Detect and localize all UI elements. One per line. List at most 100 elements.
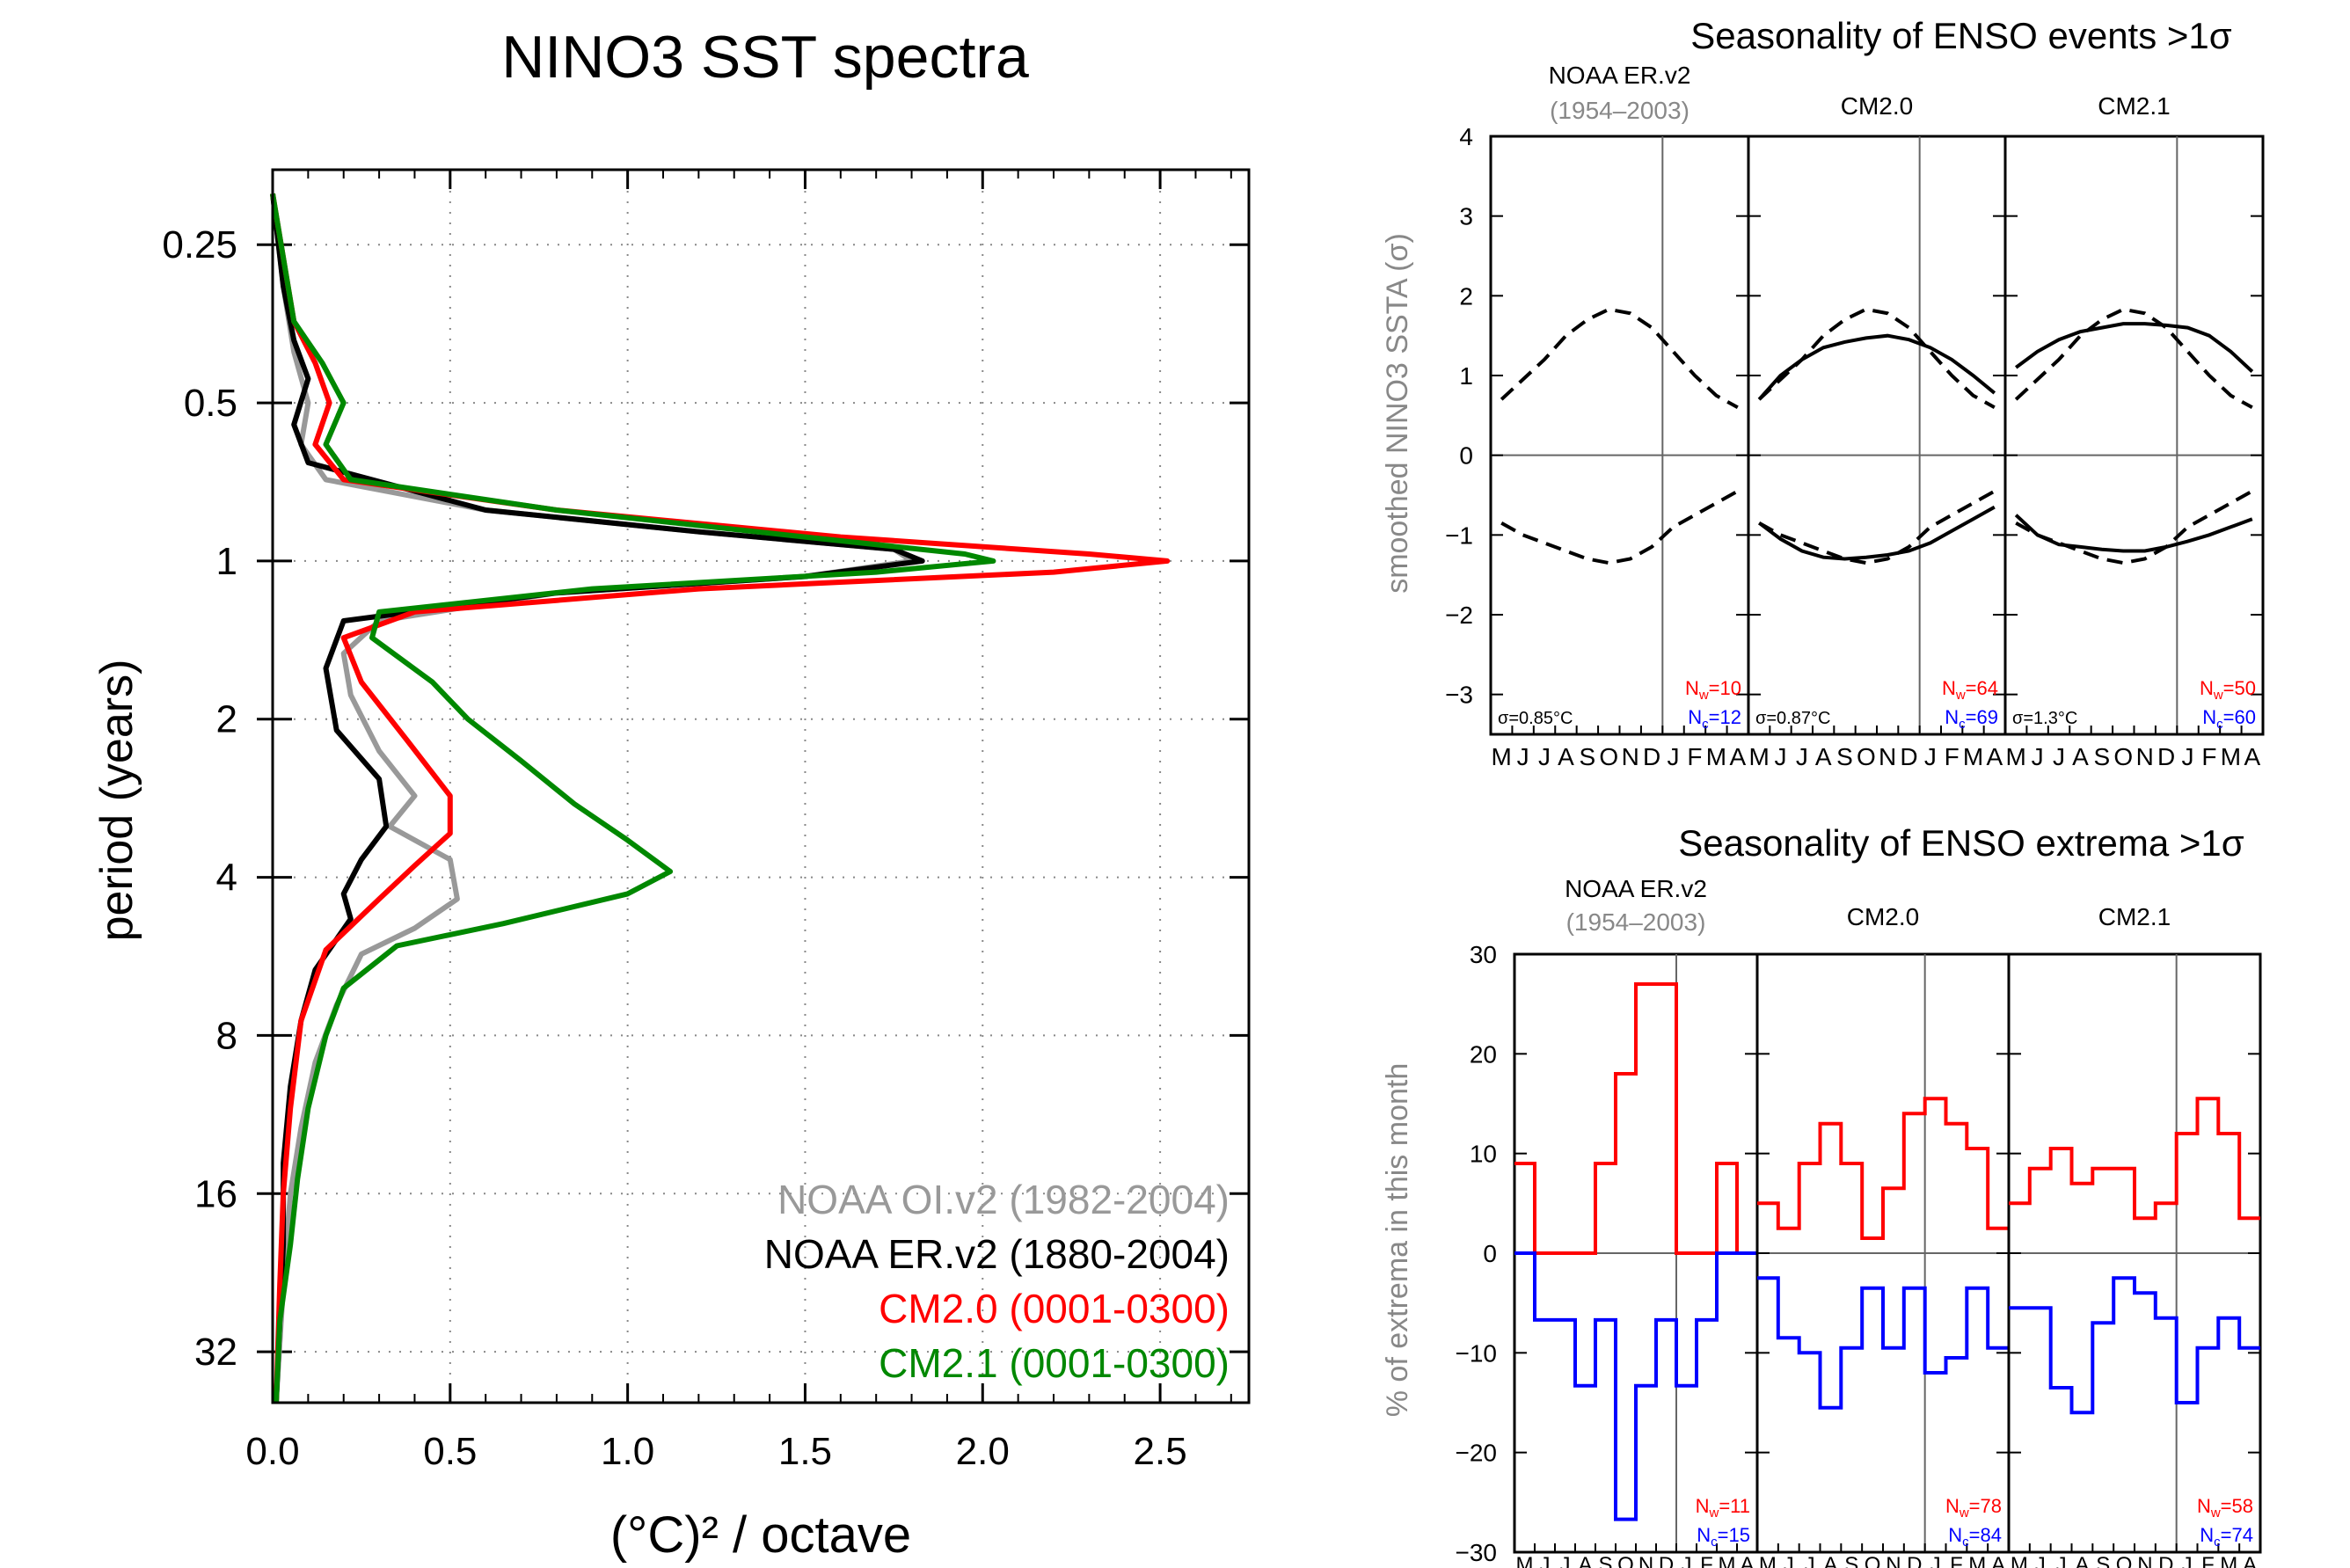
- y-tick-label: 3: [1459, 203, 1473, 230]
- x-tick-label: 1.5: [778, 1430, 832, 1473]
- y-tick-label: 8: [216, 1014, 237, 1057]
- month-label: M: [1759, 1553, 1777, 1568]
- y-tick-label: 4: [216, 857, 237, 900]
- month-label: F: [1687, 743, 1702, 770]
- y-tick-label: −1: [1445, 521, 1473, 549]
- month-label: M: [1963, 743, 1983, 770]
- y-tick-label: 2: [216, 698, 237, 741]
- nc-count: Nc=84: [1948, 1524, 2002, 1550]
- nw-count: Nw=78: [1945, 1495, 2002, 1521]
- month-label: A: [1578, 1553, 1592, 1568]
- y-tick-label: 32: [194, 1331, 237, 1374]
- legend-entry-2: CM2.0 (0001-0300): [879, 1286, 1230, 1331]
- nc-count: Nc=60: [2202, 706, 2256, 732]
- y-tick-label: 20: [1470, 1040, 1497, 1068]
- month-label: J: [2056, 1553, 2067, 1568]
- obs-cold-dashed-line: [1500, 489, 1739, 565]
- y-tick-label: 1: [216, 540, 237, 583]
- month-label: F: [1700, 1553, 1713, 1568]
- y-tick-label: −30: [1456, 1539, 1498, 1566]
- nc-count: Nc=74: [2200, 1524, 2253, 1550]
- month-label: F: [2201, 1553, 2215, 1568]
- month-label: O: [1617, 1553, 1634, 1568]
- month-label: M: [1968, 1553, 1986, 1568]
- y-tick-label: −2: [1445, 602, 1473, 629]
- panel-subtitle: (1954–2003): [1550, 97, 1690, 124]
- nc-count: Nc=12: [1688, 706, 1741, 732]
- events-title: Seasonality of ENSO events >1σ: [1690, 15, 2231, 56]
- spectra-series: [270, 193, 1171, 1404]
- month-label: N: [1886, 1553, 1901, 1568]
- panel-title: CM2.0: [1847, 903, 1919, 930]
- y-tick-label: 0.25: [162, 223, 237, 266]
- panel-title: NOAA ER.v2: [1549, 62, 1691, 89]
- month-label: D: [1907, 1553, 1922, 1568]
- month-label: S: [1844, 1553, 1858, 1568]
- sigma-label: σ=0.85°C: [1498, 709, 1573, 728]
- month-label: M: [2220, 1553, 2237, 1568]
- y-tick-label: 0.5: [184, 382, 237, 425]
- extrema-title: Seasonality of ENSO extrema >1σ: [1678, 822, 2244, 864]
- mean-warm-line: [2015, 322, 2254, 373]
- month-label: M: [2006, 743, 2026, 770]
- series-line-3: [270, 193, 996, 1404]
- month-label: D: [2157, 743, 2175, 770]
- panel-title: NOAA ER.v2: [1565, 875, 1707, 902]
- month-label: A: [2075, 1553, 2089, 1568]
- month-label: A: [1729, 743, 1746, 770]
- cold-histogram: [1757, 1276, 2009, 1410]
- panel-title: CM2.1: [2098, 903, 2171, 930]
- month-label: J: [1930, 1553, 1941, 1568]
- month-label: J: [2182, 743, 2194, 770]
- y-tick-label: 4: [1459, 123, 1473, 150]
- month-label: M: [1749, 743, 1770, 770]
- mean-cold-line: [2014, 514, 2253, 553]
- spectra-chart: NINO3 SST spectra 0.25 0.5 1 2 4 8 16 32 0.0 0.5…: [91, 24, 1251, 1564]
- month-label: J: [2053, 743, 2065, 770]
- month-label: S: [1580, 743, 1596, 770]
- month-label: D: [1643, 743, 1660, 770]
- spectra-plot-frame: [271, 168, 1251, 1404]
- month-label: O: [2113, 743, 2133, 770]
- month-label: M: [1492, 743, 1512, 770]
- month-label: J: [1796, 743, 1808, 770]
- mean-cold-line: [1758, 505, 1996, 561]
- nc-count: Nc=69: [1945, 706, 1998, 732]
- nw-count: Nw=10: [1685, 677, 1741, 703]
- x-tick-label: 1.0: [601, 1430, 654, 1473]
- legend-entry-0: NOAA OI.v2 (1982-2004): [777, 1177, 1230, 1222]
- warm-histogram: [1757, 1097, 2009, 1240]
- month-label: J: [1540, 1553, 1551, 1568]
- month-label: A: [2243, 1553, 2257, 1568]
- spectra-x-axis-label: (°C)² / octave: [610, 1506, 911, 1564]
- x-tick-label: 0.0: [245, 1430, 299, 1473]
- warm-histogram: [2009, 1097, 2260, 1221]
- obs-warm-dashed-line: [1757, 307, 1996, 410]
- month-label: M: [1706, 743, 1726, 770]
- events-y-axis-label: smoothed NINO3 SSTA (σ): [1381, 233, 1414, 594]
- month-label: A: [1558, 743, 1574, 770]
- month-label: M: [1719, 1553, 1736, 1568]
- x-tick-label: 2.0: [956, 1430, 1010, 1473]
- obs-warm-dashed-line: [2014, 307, 2253, 410]
- nw-count: Nw=11: [1696, 1495, 1750, 1521]
- month-label: J: [1538, 743, 1551, 770]
- month-label: D: [1900, 743, 1917, 770]
- spectra-grid: [273, 170, 1249, 1403]
- y-tick-label: 1: [1459, 362, 1473, 390]
- sigma-label: σ=1.3°C: [2012, 709, 2077, 728]
- month-label: N: [2136, 743, 2154, 770]
- y-tick-label: 0: [1483, 1240, 1497, 1267]
- month-label: N: [1622, 743, 1639, 770]
- panel-subtitle: (1954–2003): [1566, 908, 1706, 936]
- spectra-x-tick-labels: 0.0 0.5 1.0 1.5 2.0 2.5: [245, 1430, 1186, 1473]
- nw-count: Nw=64: [1942, 677, 1998, 703]
- nw-count: Nw=58: [2197, 1495, 2253, 1521]
- month-label: A: [1823, 1553, 1837, 1568]
- spectra-y-axis-label: period (years): [91, 660, 142, 942]
- y-tick-label: 30: [1470, 941, 1497, 968]
- cold-histogram: [1514, 1251, 1757, 1521]
